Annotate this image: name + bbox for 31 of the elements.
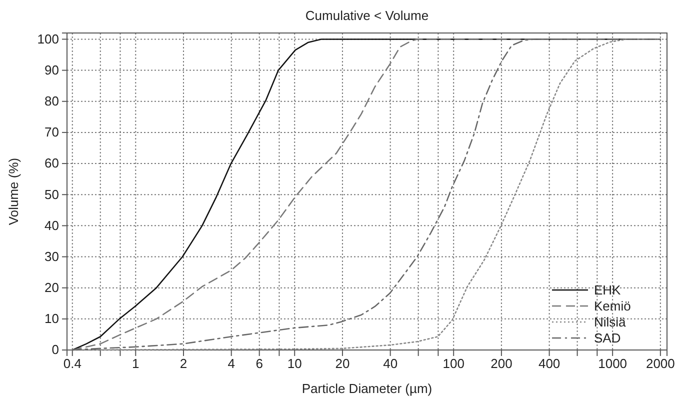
y-tick-label: 60 bbox=[44, 156, 59, 171]
y-tick-label: 10 bbox=[44, 311, 59, 326]
y-tick-label: 30 bbox=[44, 248, 59, 264]
x-tick-label: 10 bbox=[287, 356, 302, 372]
x-tick-label: 100 bbox=[442, 356, 464, 372]
y-tick-label: 90 bbox=[44, 62, 59, 78]
x-tick-label: 0.4 bbox=[63, 356, 82, 372]
y-tick-label: 100 bbox=[37, 31, 59, 46]
x-axis-title: Particle Diameter (µm) bbox=[302, 381, 432, 396]
chart-title: Cumulative < Volume bbox=[305, 8, 429, 23]
legend-label: SAD bbox=[594, 330, 621, 346]
x-tick-label: 6 bbox=[256, 356, 263, 372]
x-tick-label: 40 bbox=[383, 356, 398, 372]
legend-label: EHK bbox=[594, 282, 622, 298]
y-tick-label: 20 bbox=[44, 280, 59, 296]
y-tick-label: 70 bbox=[44, 124, 59, 140]
x-tick-label: 1 bbox=[132, 356, 140, 372]
y-tick-label: 80 bbox=[44, 94, 59, 109]
y-tick-label: 50 bbox=[44, 186, 59, 202]
y-tick-label: 40 bbox=[44, 218, 59, 233]
x-tick-label: 200 bbox=[490, 356, 512, 372]
legend-label: Kemiö bbox=[594, 298, 631, 314]
y-axis-title: Volume (%) bbox=[6, 158, 21, 226]
x-tick-label: 20 bbox=[335, 356, 350, 372]
x-tick-label: 400 bbox=[538, 356, 560, 372]
legend-label: Nilsiä bbox=[594, 314, 627, 330]
x-tick-label: 4 bbox=[228, 356, 235, 372]
y-tick-label: 0 bbox=[52, 342, 59, 358]
x-tick-label: 2000 bbox=[646, 356, 675, 372]
x-tick-label: 1000 bbox=[598, 356, 628, 372]
x-tick-label: 2 bbox=[180, 356, 188, 372]
